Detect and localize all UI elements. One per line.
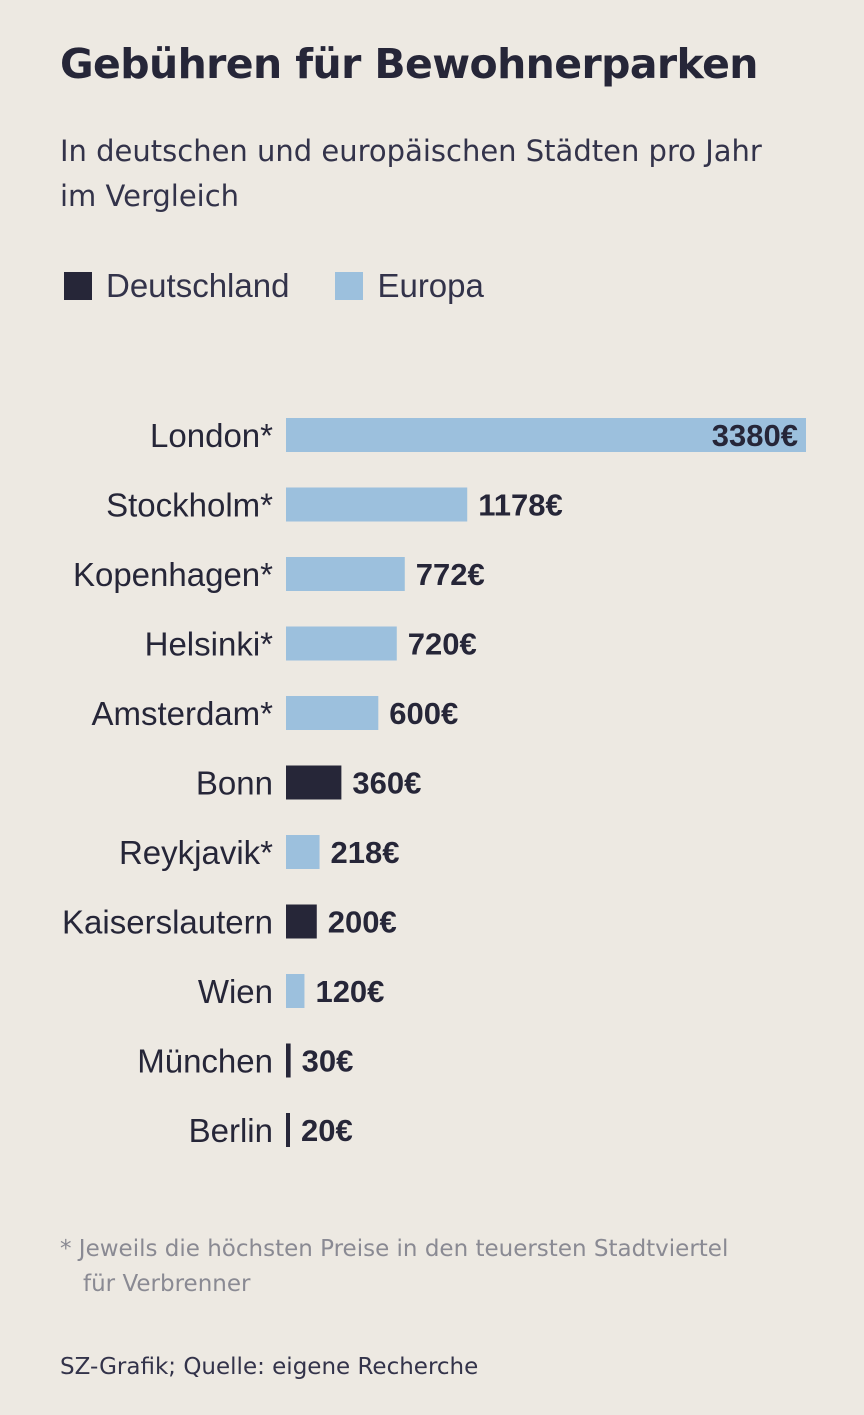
value-label-wien: 120€ (315, 974, 384, 1009)
bar-london (286, 418, 806, 452)
chart-subtitle: In deutschen und europäischen Städten pr… (60, 134, 762, 213)
category-label-helsinki: Helsinki* (145, 626, 274, 663)
value-label-kaiserslautern: 200€ (328, 905, 397, 940)
legend-item-europa: Europa (335, 267, 484, 305)
bar-berlin (286, 1113, 290, 1147)
legend-item-deutschland: Deutschland (64, 267, 289, 305)
legend-label-deutschland: Deutschland (106, 267, 290, 304)
value-label-helsinki: 720€ (408, 627, 477, 662)
legend-swatch-deutschland (64, 272, 92, 300)
value-label-stockholm: 1178€ (478, 488, 563, 523)
footnote-line-2: für Verbrenner (83, 1271, 251, 1297)
bar-wien (286, 974, 305, 1008)
bar-chart: London* 3380€ Stockholm* 1178€ Kopenhagen* 77… (62, 417, 806, 1149)
bar-helsinki (286, 626, 397, 661)
bar-reykjavik (286, 835, 320, 869)
category-label-reykjavik: Reykjavik* (119, 834, 273, 871)
category-label-kaiserslautern: Kaiserslautern (62, 904, 273, 941)
value-label-kopenhagen: 772€ (416, 557, 485, 592)
bar-muenchen (286, 1043, 291, 1078)
category-label-muenchen: München (137, 1043, 273, 1080)
value-label-london: 3380€ (712, 418, 798, 453)
chart-title: Gebühren für Bewohnerparken (60, 40, 759, 88)
value-label-bonn: 360€ (352, 766, 421, 801)
category-label-amsterdam: Amsterdam* (91, 695, 273, 732)
category-label-berlin: Berlin (189, 1112, 273, 1149)
bar-bonn (286, 765, 342, 800)
bar-amsterdam (286, 696, 379, 730)
footnote: * Jeweils die höchsten Preise in den teu… (60, 1232, 830, 1302)
value-label-muenchen: 30€ (302, 1044, 354, 1079)
category-label-london: London* (150, 417, 273, 454)
legend-label-europa: Europa (377, 267, 484, 304)
value-label-reykjavik: 218€ (331, 835, 400, 870)
category-label-bonn: Bonn (196, 765, 273, 802)
legend-swatch-europa (335, 272, 364, 300)
category-label-wien: Wien (198, 973, 273, 1010)
source-note: SZ-Grafik; Quelle: eigene Recherche (60, 1354, 479, 1380)
value-label-amsterdam: 600€ (389, 696, 458, 731)
legend: Deutschland Europa (64, 263, 530, 309)
category-label-kopenhagen: Kopenhagen* (73, 556, 273, 593)
bar-kopenhagen (286, 557, 405, 591)
bar-stockholm (286, 487, 468, 522)
footnote-line-1: * Jeweils die höchsten Preise in den teu… (60, 1236, 729, 1262)
value-label-berlin: 20€ (301, 1113, 353, 1148)
bar-kaiserslautern (286, 904, 317, 939)
category-label-stockholm: Stockholm* (106, 487, 273, 524)
